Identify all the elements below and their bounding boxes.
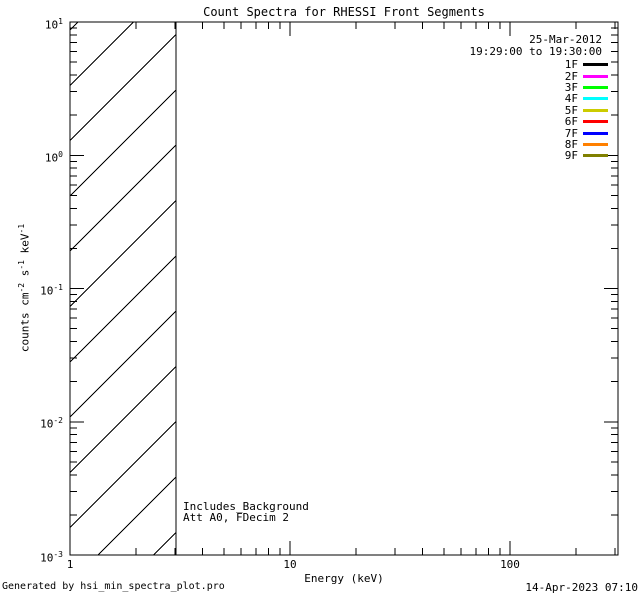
- x-axis-label: Energy (keV): [304, 572, 384, 585]
- legend-color-swatch: [583, 85, 608, 89]
- x-tick-label-10: 10: [283, 558, 297, 571]
- interval-block: 25-Mar-2012 19:29:00 to 19:30:00: [470, 34, 602, 58]
- y-tick-label-10e1: 101: [44, 17, 63, 32]
- legend-label: 8F: [564, 137, 578, 151]
- x-tick-label-1: 1: [66, 558, 74, 571]
- legend-color-swatch: [583, 131, 608, 135]
- legend-label: 1F: [564, 58, 578, 72]
- y-tick-label-10e-1: 10-1: [40, 283, 63, 298]
- legend-entry-8f: 8F: [565, 139, 608, 150]
- y-tick-label-10e0: 100: [44, 150, 63, 165]
- legend: 1F 2F 3F 4F 5F 6F 7F 8F 9F: [565, 59, 608, 162]
- legend-entry-3f: 3F: [565, 82, 608, 93]
- legend-color-swatch: [583, 142, 608, 146]
- legend-entry-9f: 9F: [565, 150, 608, 161]
- legend-color-swatch: [583, 154, 608, 158]
- legend-label: 2F: [564, 69, 578, 83]
- legend-color-swatch: [583, 120, 608, 124]
- legend-entry-7f: 7F: [564, 126, 608, 140]
- interval-date: 25-Mar-2012: [529, 33, 602, 46]
- y-tick-label-10e-3: 10-3: [40, 550, 63, 565]
- annotation-attenuator-state: Att A0, FDecim 2: [183, 511, 289, 524]
- footer-generated-by: Generated by hsi_min_spectra_plot.pro: [2, 581, 225, 592]
- y-tick-label-10e-2: 10-2: [40, 416, 63, 431]
- legend-entry-5f: 5F: [565, 105, 608, 116]
- legend-entry-1f: 1F: [565, 59, 608, 70]
- legend-label: 3F: [564, 80, 578, 94]
- interval-time-range: 19:29:00 to 19:30:00: [469, 45, 602, 58]
- legend-color-swatch: [583, 97, 608, 101]
- legend-color-swatch: [583, 63, 608, 67]
- annotation-includes-background: Includes_Background: [183, 500, 309, 513]
- footer-timestamp: 14-Apr-2023 07:10: [525, 581, 638, 594]
- legend-entry-4f: 4F: [565, 93, 608, 104]
- legend-entry-2f: 2F: [564, 69, 608, 83]
- legend-color-swatch: [583, 108, 608, 112]
- legend-label: 9F: [564, 149, 578, 163]
- legend-color-swatch: [583, 74, 608, 78]
- legend-label: 4F: [564, 92, 578, 106]
- x-tick-label-100: 100: [500, 558, 520, 571]
- chart-title: Count Spectra for RHESSI Front Segments: [203, 5, 485, 19]
- legend-entry-6f: 6F: [565, 116, 608, 127]
- legend-label: 7F: [564, 126, 578, 140]
- legend-label: 5F: [564, 103, 578, 117]
- legend-label: 6F: [564, 115, 578, 129]
- y-axis-label: counts cm-2 s-1 keV-1: [17, 223, 32, 353]
